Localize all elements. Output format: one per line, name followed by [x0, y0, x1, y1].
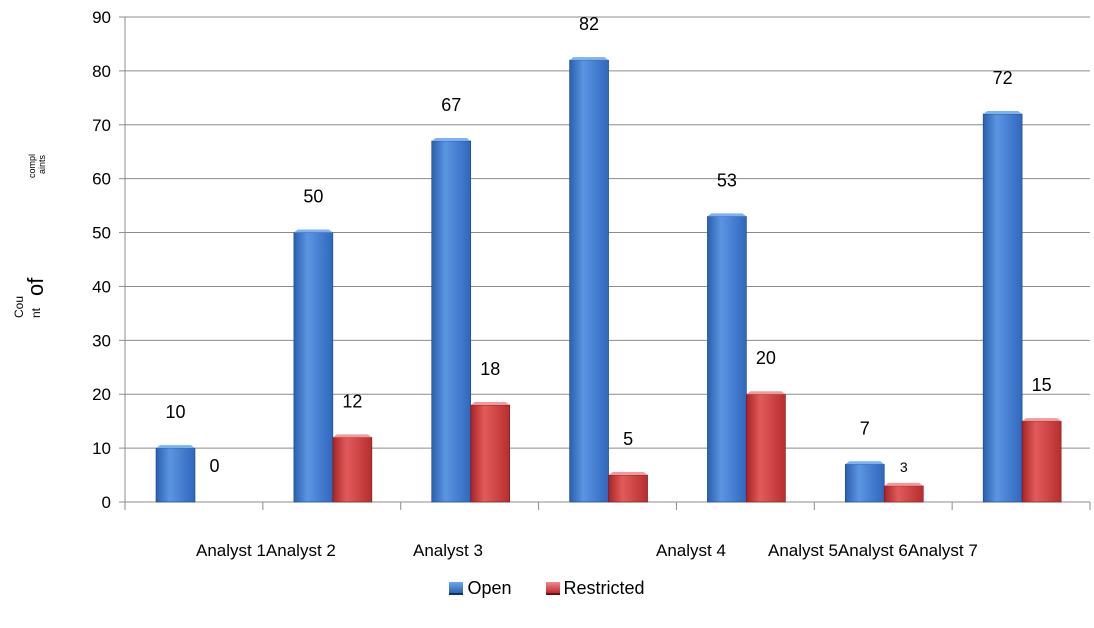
bar-restricted-cap: [746, 391, 786, 395]
data-label: 67: [441, 95, 461, 115]
bar-restricted: [1021, 420, 1062, 503]
bar-restricted: [470, 404, 511, 503]
legend-item-open: Open: [449, 578, 512, 599]
data-label: 12: [342, 391, 362, 411]
bar-open: [707, 216, 747, 503]
bar-open-cap: [569, 57, 609, 61]
legend-label: Open: [467, 578, 512, 598]
y-tick-label: 10: [92, 439, 111, 458]
y-label-part: compl: [27, 154, 37, 178]
data-label: 7: [860, 418, 870, 438]
data-label: 3: [900, 459, 908, 475]
data-label: 15: [1032, 375, 1052, 395]
bar-restricted: [883, 485, 924, 503]
data-label: 10: [165, 402, 185, 422]
bar-restricted-cap: [1022, 418, 1062, 422]
y-label-part: of: [23, 277, 48, 296]
y-label-part: nt: [29, 307, 43, 318]
y-tick-label: 30: [92, 331, 111, 350]
data-label: 72: [993, 68, 1013, 88]
legend-item-restricted: Restricted: [545, 578, 645, 599]
bar-restricted-cap: [608, 472, 648, 476]
bar-open: [293, 232, 334, 503]
legend-label: Restricted: [563, 578, 645, 598]
bar-open: [982, 113, 1023, 503]
bar-restricted: [746, 393, 786, 503]
legend-swatch: [449, 582, 464, 595]
y-label-part: Cou: [12, 296, 26, 318]
bar-open-cap: [431, 137, 471, 141]
bar-open: [569, 59, 609, 503]
category-label: Analyst 1Analyst 2: [196, 541, 336, 560]
bar-open-cap: [845, 461, 885, 465]
category-label: Analyst 3: [413, 541, 483, 560]
data-label: 18: [480, 359, 500, 379]
bar-open-cap: [983, 111, 1023, 114]
bar-restricted: [332, 437, 373, 503]
y-tick-label: 0: [102, 493, 111, 512]
bar-open-cap: [293, 229, 333, 233]
y-tick-label: 60: [92, 170, 111, 189]
bar-restricted-cap: [332, 434, 372, 438]
y-tick-label: 20: [92, 385, 111, 404]
y-tick-label: 70: [92, 116, 111, 135]
data-label: 5: [623, 429, 633, 449]
y-tick-label: 80: [92, 62, 111, 81]
y-tick-label: 40: [92, 277, 111, 296]
data-label: 53: [717, 170, 737, 190]
data-label: 50: [303, 187, 323, 207]
y-label-part: aints: [37, 154, 47, 174]
data-label: 0: [209, 456, 219, 476]
legend: Open Restricted: [0, 578, 1094, 599]
bar-restricted: [608, 474, 648, 503]
bar-restricted-cap: [470, 402, 510, 405]
bars: [155, 57, 1062, 503]
bar-open: [431, 140, 472, 503]
bar-open: [844, 463, 885, 503]
y-axis-label: compl aints of Cou nt: [12, 154, 48, 318]
data-label: 82: [579, 14, 599, 34]
data-labels: 10 50 67 82 53 7 72 0 12 18 5 20 3 15: [165, 14, 1051, 476]
bar-open-cap: [707, 213, 747, 217]
bar-restricted-cap: [884, 482, 924, 486]
y-tick-label: 50: [92, 224, 111, 243]
category-labels: Analyst 1Analyst 2 Analyst 3 Analyst 4 A…: [196, 541, 978, 560]
category-label: Analyst 5Analyst 6Analyst 7: [768, 541, 978, 560]
category-label: Analyst 4: [656, 541, 726, 560]
bar-open-cap: [156, 445, 195, 449]
data-label: 20: [756, 348, 776, 368]
y-tick-label: 90: [92, 8, 111, 27]
bar-open: [155, 447, 196, 503]
legend-swatch: [545, 582, 560, 595]
